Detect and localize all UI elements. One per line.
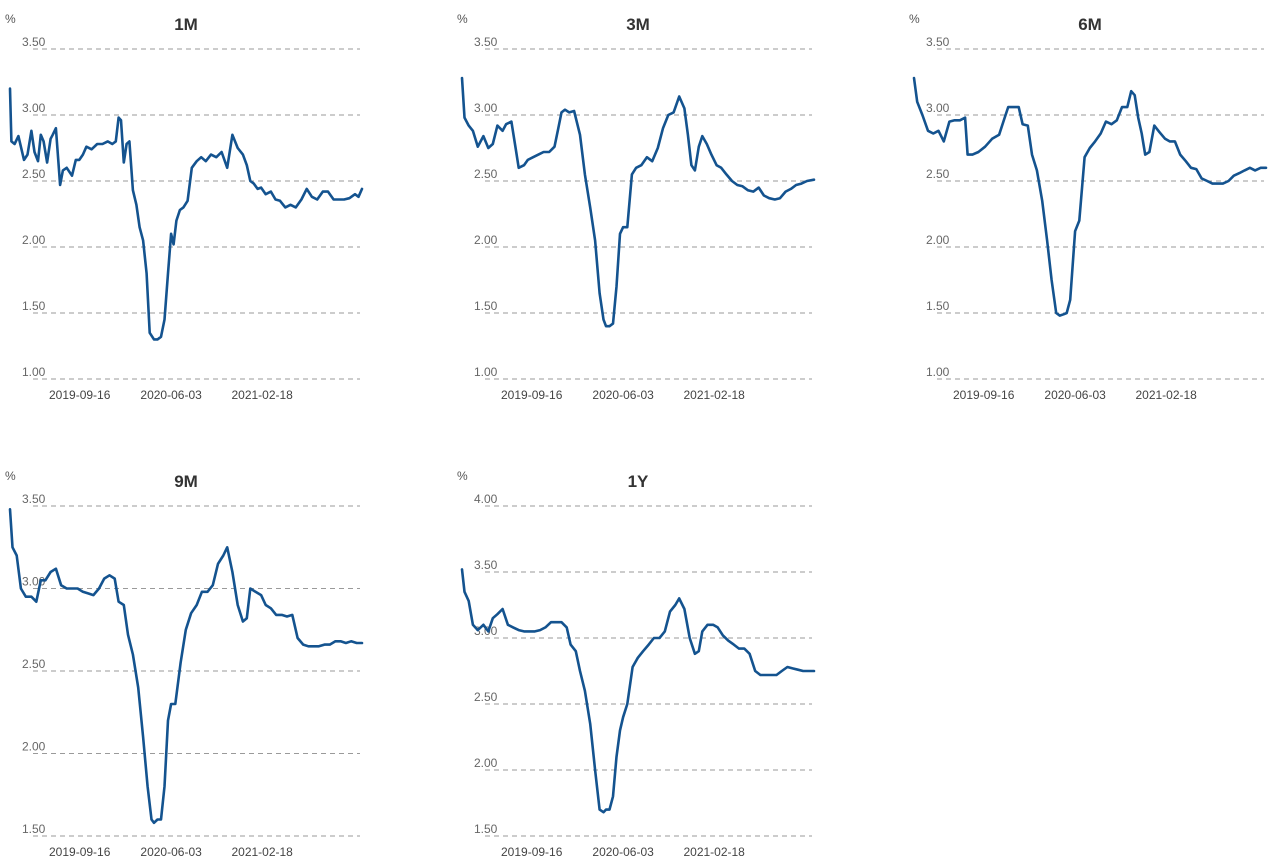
y-tick-label: 3.50	[474, 35, 498, 49]
x-tick-label: 2019-09-16	[501, 388, 563, 402]
unit-label: %	[457, 469, 468, 483]
unit-label: %	[457, 12, 468, 26]
y-tick-label: 2.50	[22, 167, 46, 181]
y-tick-label: 2.50	[22, 657, 46, 671]
x-tick-label: 2021-02-18	[683, 845, 745, 859]
x-tick-label: 2021-02-18	[231, 388, 293, 402]
y-tick-label: 2.50	[474, 167, 498, 181]
x-tick-label: 2020-06-03	[140, 388, 202, 402]
chart-3m: 3M% 1.00 1.50 2.00 2.50 3.00 3.50 2019-09-16 202…	[457, 12, 816, 402]
x-tick-label: 2019-09-16	[49, 845, 111, 859]
chart-6m: 6M% 1.00 1.50 2.00 2.50 3.00 3.50 2019-09-16 202…	[909, 12, 1268, 402]
series-line	[8, 507, 364, 825]
y-tick-label: 3.00	[22, 101, 46, 115]
y-tick-label: 1.00	[22, 365, 46, 379]
unit-label: %	[5, 469, 16, 483]
chart-title: 1M	[174, 15, 198, 34]
x-tick-label: 2020-06-03	[592, 845, 654, 859]
x-tick-label: 2020-06-03	[140, 845, 202, 859]
y-tick-label: 1.50	[926, 299, 950, 313]
y-tick-label: 3.00	[926, 101, 950, 115]
series-line	[8, 87, 364, 341]
y-tick-label: 1.50	[474, 299, 498, 313]
y-tick-label: 3.50	[22, 35, 46, 49]
chart-title: 3M	[626, 15, 650, 34]
x-tick-label: 2019-09-16	[49, 388, 111, 402]
chart-panel-6m: 6M% 1.00 1.50 2.00 2.50 3.00 3.50 2019-09-16 202…	[904, 5, 1280, 405]
chart-panel-3m: 3M% 1.00 1.50 2.00 2.50 3.00 3.50 2019-09-16 202…	[452, 5, 852, 405]
y-tick-label: 2.50	[474, 690, 498, 704]
unit-label: %	[5, 12, 16, 26]
x-tick-label: 2019-09-16	[501, 845, 563, 859]
x-tick-label: 2020-06-03	[592, 388, 654, 402]
y-tick-label: 1.50	[22, 822, 46, 836]
chart-title: 9M	[174, 472, 198, 491]
y-tick-label: 1.00	[474, 365, 498, 379]
series-line	[912, 76, 1268, 317]
y-tick-label: 2.00	[474, 233, 498, 247]
y-tick-label: 3.00	[474, 101, 498, 115]
y-tick-label: 2.00	[22, 233, 46, 247]
y-tick-label: 4.00	[474, 492, 498, 506]
x-tick-label: 2021-02-18	[683, 388, 745, 402]
series-line	[460, 568, 816, 814]
y-tick-label: 2.00	[474, 756, 498, 770]
y-tick-label: 3.50	[474, 558, 498, 572]
chart-panel-9m: 9M% 1.50 2.00 2.50 3.00 3.50 2019-09-16 2020-06…	[0, 462, 400, 862]
chart-1m: 1M% 1.00 1.50 2.00 2.50 3.00 3.50 2019-09-16 202…	[5, 12, 364, 402]
x-tick-label: 2021-02-18	[1135, 388, 1197, 402]
y-tick-label: 1.00	[926, 365, 950, 379]
unit-label: %	[909, 12, 920, 26]
x-tick-label: 2019-09-16	[953, 388, 1015, 402]
y-tick-label: 2.00	[22, 740, 46, 754]
chart-panel-1y: 1Y% 1.50 2.00 2.50 3.00 3.50 4.00 2019-09-16 202…	[452, 462, 852, 862]
chart-title: 6M	[1078, 15, 1102, 34]
y-tick-label: 1.50	[22, 299, 46, 313]
y-tick-label: 1.50	[474, 822, 498, 836]
series-line	[460, 76, 816, 328]
y-tick-label: 2.00	[926, 233, 950, 247]
chart-panel-1m: 1M% 1.00 1.50 2.00 2.50 3.00 3.50 2019-09-16 202…	[0, 5, 400, 405]
x-tick-label: 2021-02-18	[231, 845, 293, 859]
x-tick-label: 2020-06-03	[1044, 388, 1106, 402]
y-tick-label: 3.50	[22, 492, 46, 506]
y-tick-label: 3.50	[926, 35, 950, 49]
y-tick-label: 2.50	[926, 167, 950, 181]
chart-title: 1Y	[628, 472, 649, 491]
